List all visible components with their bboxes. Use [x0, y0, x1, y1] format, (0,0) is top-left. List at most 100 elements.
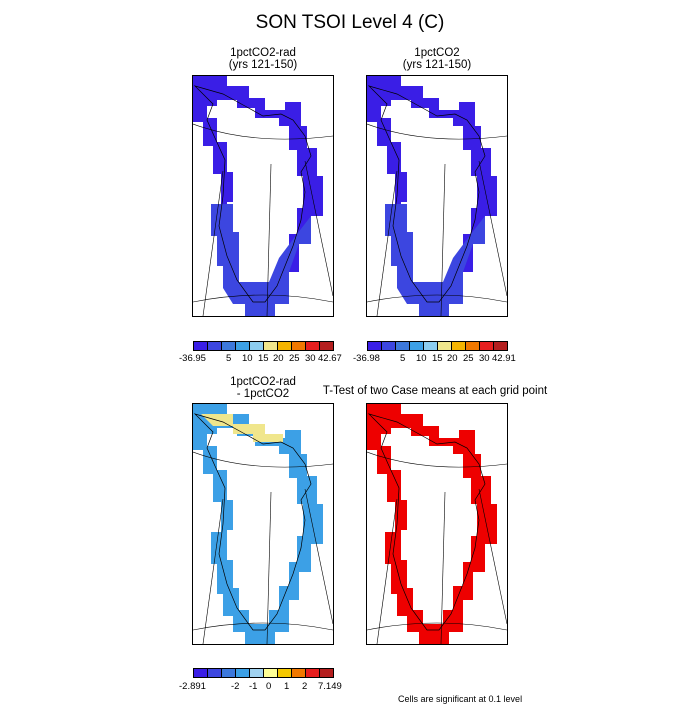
- cb1-swatch: [292, 342, 306, 350]
- cb2-tick-label: 25: [463, 353, 474, 364]
- graticule-line: [193, 451, 333, 468]
- panel3-title-line2: - 1pctCO2: [236, 388, 290, 400]
- panel4-title: T-Test of two Case means at each grid po…: [322, 385, 548, 397]
- graticule-line: [367, 622, 507, 631]
- cb2-swatch: [452, 342, 466, 350]
- cb3-swatch: [222, 669, 236, 677]
- panel2-title-line1: 1pctCO2: [414, 47, 460, 59]
- cb2-tick-label: 42.91: [492, 353, 516, 364]
- graticule-line: [376, 170, 398, 316]
- map-panel-4-svg: [367, 404, 507, 644]
- colorbar-1: [193, 341, 334, 351]
- cb2-tick-label: -36.98: [353, 353, 380, 364]
- cb2-swatch: [466, 342, 480, 350]
- cb2-swatch: [382, 342, 396, 350]
- cb3-swatch: [264, 669, 278, 677]
- panel2-title-line2: (yrs 121-150): [402, 59, 472, 71]
- cb2-tick-label: 15: [432, 353, 443, 364]
- field-cells-southern: [385, 204, 485, 316]
- greenland-field-3: [193, 404, 323, 644]
- graticule-line: [266, 163, 272, 316]
- field-cells: [193, 404, 323, 644]
- graticule-line: [266, 491, 272, 644]
- field-cells-southern: [211, 204, 311, 316]
- cb3-swatch: [306, 669, 320, 677]
- map-panel-1-svg: [193, 76, 333, 316]
- graticule-line: [304, 160, 333, 297]
- colorbar-1-labels: -36.95 5 10 15 20 25 30 42.67: [179, 353, 342, 365]
- cb1-tick-label: 5: [226, 353, 232, 364]
- coastline-and-gridlines-3: [193, 413, 333, 644]
- graticule-line: [367, 451, 507, 468]
- cb1-tick-label: 30: [305, 353, 316, 364]
- panel2-title: 1pctCO2 (yrs 121-150): [366, 47, 508, 71]
- coastline: [193, 413, 312, 631]
- map-panel-4: [366, 403, 508, 645]
- panel3-title-line1: 1pctCO2-rad: [230, 376, 296, 388]
- cb3-tick-label: 0: [266, 681, 272, 692]
- cb2-swatch: [368, 342, 382, 350]
- coastline-and-gridlines-4: [367, 413, 507, 644]
- colorbar-2-labels: -36.98 5 10 15 20 25 30 42.91: [353, 353, 516, 365]
- graticule-line: [193, 622, 333, 631]
- cb3-swatch: [208, 669, 222, 677]
- cb3-tick-label: 7.149: [318, 681, 342, 692]
- map-panel-1: [192, 75, 334, 317]
- cb1-tick-label: 25: [289, 353, 300, 364]
- significance-field-4: [367, 404, 497, 644]
- cb1-swatch: [264, 342, 278, 350]
- colorbar-2: [367, 341, 508, 351]
- map-panel-3-svg: [193, 404, 333, 644]
- cb1-swatch: [222, 342, 236, 350]
- cb1-swatch: [278, 342, 292, 350]
- cb1-tick-label: 20: [273, 353, 284, 364]
- cb1-tick-label: 15: [258, 353, 269, 364]
- significance-footnote: Cells are significant at 0.1 level: [398, 694, 523, 704]
- cb2-swatch: [480, 342, 494, 350]
- cb2-swatch: [396, 342, 410, 350]
- cb1-tick-label: 10: [242, 353, 253, 364]
- greenland-field-1: [193, 76, 323, 316]
- greenland-field-2: [367, 76, 497, 316]
- cb3-swatch: [250, 669, 264, 677]
- cb2-tick-label: 20: [447, 353, 458, 364]
- coastline-and-gridlines-1: [193, 85, 333, 316]
- field-cells-positive: [201, 414, 283, 442]
- graticule-line: [193, 294, 333, 303]
- graticule-line: [367, 294, 507, 303]
- cb3-swatch: [320, 669, 333, 677]
- cb1-swatch: [320, 342, 333, 350]
- colorbar-3-labels: -2.891 -2 -1 0 1 2 7.149: [179, 681, 342, 693]
- map-panel-2: [366, 75, 508, 317]
- coastline-and-gridlines-2: [367, 85, 507, 316]
- cb2-swatch: [494, 342, 507, 350]
- cb3-swatch: [236, 669, 250, 677]
- cb1-swatch: [194, 342, 208, 350]
- field-cells: [367, 404, 497, 644]
- panel1-title: 1pctCO2-rad (yrs 121-150): [192, 47, 334, 71]
- graticule-line: [202, 498, 224, 644]
- figure-title: SON TSOI Level 4 (C): [255, 12, 445, 33]
- field-cells: [367, 76, 497, 316]
- cb2-swatch: [438, 342, 452, 350]
- cb2-swatch: [410, 342, 424, 350]
- cb2-tick-label: 30: [479, 353, 490, 364]
- graticule-line: [478, 160, 507, 297]
- cb3-tick-label: 2: [302, 681, 308, 692]
- graticule-line: [202, 170, 224, 316]
- coastline: [367, 85, 486, 303]
- panel1-title-line2: (yrs 121-150): [228, 59, 298, 71]
- cb2-swatch: [424, 342, 438, 350]
- colorbar-3: [193, 668, 334, 678]
- cb3-tick-label: -1: [249, 681, 258, 692]
- cb1-swatch: [236, 342, 250, 350]
- cb3-tick-label: -2.891: [179, 681, 206, 692]
- graticule-line: [440, 163, 446, 316]
- coastline: [367, 413, 486, 631]
- cb1-tick-label: -36.95: [179, 353, 206, 364]
- graticule-line: [440, 491, 446, 644]
- graticule-line: [193, 123, 333, 140]
- cb1-swatch: [208, 342, 222, 350]
- cb1-swatch: [250, 342, 264, 350]
- map-panel-2-svg: [367, 76, 507, 316]
